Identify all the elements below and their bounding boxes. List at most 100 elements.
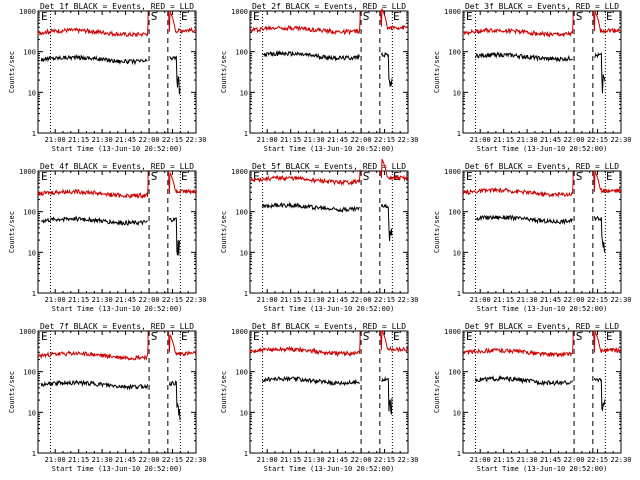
- y-tick-label: 1000: [444, 328, 461, 336]
- x-tick-label: 22:15: [374, 456, 395, 464]
- events-series-line: [381, 375, 393, 415]
- x-axis-label: Start Time (13-Jun-10 20:52:00): [264, 305, 395, 313]
- chart-title: Det 1f BLACK = Events, RED = LLD: [40, 2, 194, 11]
- lld-series-line: [37, 331, 149, 361]
- y-tick-label: 1: [32, 130, 36, 138]
- plot-frame: [462, 170, 622, 294]
- x-tick-label: 22:30: [610, 136, 631, 144]
- y-tick-label: 10: [453, 89, 461, 97]
- events-series-line: [262, 49, 360, 62]
- y-axis-label: Counts/sec: [8, 371, 16, 413]
- x-tick-label: 22:30: [610, 296, 631, 304]
- x-axis-label: Start Time (13-Jun-10 20:52:00): [477, 305, 608, 313]
- plot-frame: [249, 10, 409, 134]
- events-series-line: [168, 380, 181, 421]
- x-tick-label: 22:15: [587, 136, 608, 144]
- y-tick-label: 1: [457, 450, 461, 458]
- x-tick-label: 22:15: [374, 136, 395, 144]
- x-tick-label: 21:30: [92, 136, 113, 144]
- y-tick-label: 10: [453, 249, 461, 257]
- x-tick-label: 22:15: [587, 456, 608, 464]
- x-tick-label: 22:15: [162, 456, 183, 464]
- x-tick-label: 21:45: [327, 456, 348, 464]
- events-series-line: [40, 379, 148, 391]
- x-tick-label: 21:00: [257, 296, 278, 304]
- plot-frame: [462, 10, 622, 134]
- y-tick-label: 1000: [231, 328, 248, 336]
- x-tick-label: 22:30: [185, 136, 206, 144]
- y-tick-label: 100: [448, 49, 461, 57]
- y-axis-label: Counts/sec: [220, 211, 228, 253]
- x-tick-label: 22:00: [351, 456, 372, 464]
- lld-series-line: [462, 171, 574, 199]
- chart-panel: Det 3f BLACK = Events, RED = LLD Counts/s…: [433, 2, 632, 153]
- chart-panel: Det 8f BLACK = Events, RED = LLD Counts/s…: [220, 322, 419, 473]
- x-tick-label: 21:15: [493, 296, 514, 304]
- y-tick-label: 100: [235, 369, 248, 377]
- x-tick-label: 22:15: [162, 136, 183, 144]
- events-series-line: [594, 52, 606, 94]
- start-marker-label: S: [151, 10, 158, 23]
- end-marker-label: E: [393, 10, 400, 23]
- start-marker-label: S: [576, 330, 583, 343]
- x-tick-label: 22:00: [351, 296, 372, 304]
- y-axis-label: Counts/sec: [433, 211, 441, 253]
- y-tick-label: 1: [457, 290, 461, 298]
- x-tick-label: 22:15: [587, 296, 608, 304]
- y-tick-label: 1000: [19, 328, 36, 336]
- x-tick-label: 21:30: [92, 456, 113, 464]
- chart-title: Det 8f BLACK = Events, RED = LLD: [252, 322, 406, 331]
- y-tick-label: 1000: [444, 8, 461, 16]
- y-axis-label: Counts/sec: [220, 371, 228, 413]
- lld-series-line: [593, 10, 621, 34]
- y-axis-label: Counts/sec: [220, 51, 228, 93]
- y-tick-label: 100: [448, 209, 461, 217]
- lld-series-line: [249, 11, 361, 36]
- x-tick-label: 21:45: [327, 136, 348, 144]
- x-tick-label: 21:00: [45, 296, 66, 304]
- y-tick-label: 100: [448, 369, 461, 377]
- x-tick-label: 21:00: [45, 136, 66, 144]
- y-tick-label: 1: [32, 450, 36, 458]
- x-tick-label: 21:45: [115, 296, 136, 304]
- lld-series-line: [462, 11, 574, 39]
- y-tick-label: 1: [244, 450, 248, 458]
- x-tick-label: 21:15: [68, 456, 89, 464]
- y-tick-label: 1: [244, 130, 248, 138]
- y-axis-label: Counts/sec: [8, 211, 16, 253]
- x-tick-label: 22:00: [139, 136, 160, 144]
- y-tick-label: 10: [240, 409, 248, 417]
- events-series-line: [380, 51, 393, 87]
- y-tick-label: 1: [32, 290, 36, 298]
- y-tick-label: 10: [453, 409, 461, 417]
- end-marker-label: E: [181, 170, 188, 183]
- x-tick-label: 21:30: [92, 296, 113, 304]
- x-tick-label: 22:15: [374, 296, 395, 304]
- edge-label: E: [41, 10, 48, 23]
- x-tick-label: 22:00: [351, 136, 372, 144]
- x-axis-label: Start Time (13-Jun-10 20:52:00): [477, 145, 608, 153]
- end-marker-label: E: [606, 10, 613, 23]
- x-tick-label: 21:00: [470, 456, 491, 464]
- x-tick-label: 21:30: [304, 296, 325, 304]
- edge-label: E: [466, 10, 473, 23]
- x-tick-label: 21:00: [470, 136, 491, 144]
- lld-series-line: [380, 330, 409, 353]
- plot-frame: [37, 10, 197, 134]
- start-marker-label: S: [363, 10, 370, 23]
- lld-series-line: [249, 331, 361, 358]
- edge-label: E: [466, 170, 473, 183]
- lld-series-line: [37, 171, 149, 199]
- x-tick-label: 21:45: [115, 136, 136, 144]
- x-tick-label: 22:15: [162, 296, 183, 304]
- x-tick-label: 21:30: [304, 456, 325, 464]
- chart-title: Det 9f BLACK = Events, RED = LLD: [465, 322, 619, 331]
- x-tick-label: 21:45: [540, 136, 561, 144]
- x-tick-label: 21:30: [304, 136, 325, 144]
- x-tick-label: 21:00: [257, 136, 278, 144]
- x-tick-label: 22:00: [139, 456, 160, 464]
- chart-title: Det 6f BLACK = Events, RED = LLD: [465, 162, 619, 171]
- lld-series-line: [168, 170, 197, 196]
- x-axis-label: Start Time (13-Jun-10 20:52:00): [52, 145, 183, 153]
